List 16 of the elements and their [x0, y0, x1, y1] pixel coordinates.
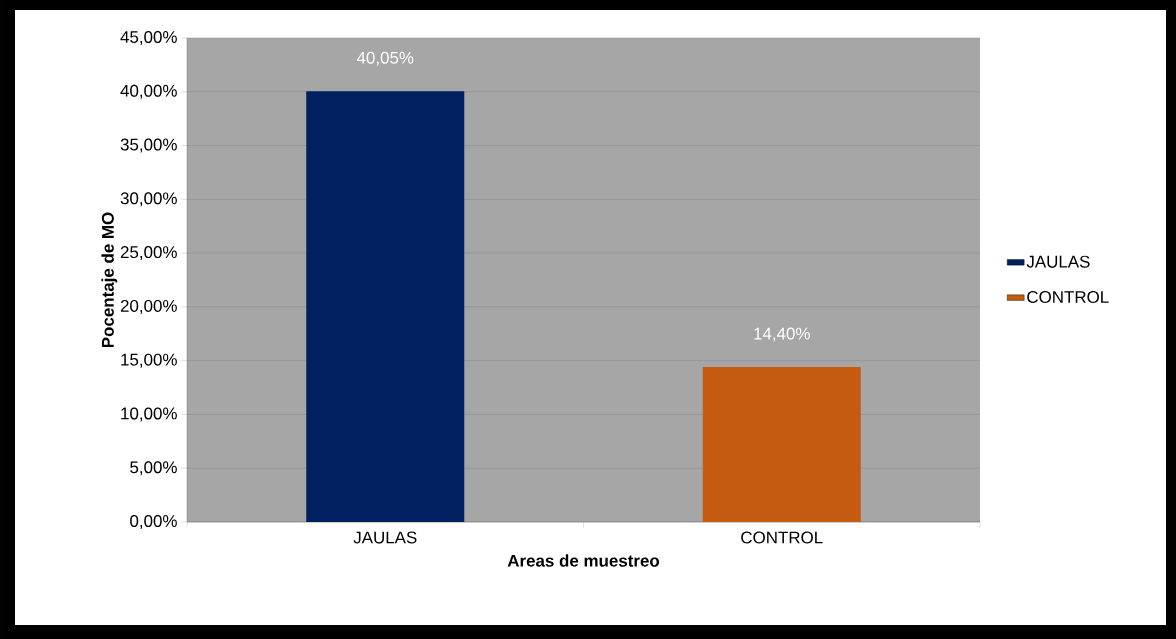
y-tick-label: 15,00% — [121, 353, 177, 368]
legend-label: JAULAS — [1026, 255, 1090, 268]
y-tick-label: 20,00% — [120, 299, 177, 314]
y-tick-label: 25,00% — [120, 246, 177, 261]
y-tick-label: 5,00% — [130, 461, 177, 476]
y-tick-label: 35,00% — [120, 138, 177, 153]
x-axis-title: Areas de muestreo — [507, 554, 660, 567]
y-tick-label: 0,00% — [130, 514, 177, 529]
y-axis-title: Pocentaje de MO — [101, 212, 118, 348]
y-tick-label: 30,00% — [120, 192, 177, 207]
y-tick-label: 10,00% — [121, 407, 177, 422]
y-tick-label: 45,00% — [120, 30, 177, 45]
y-tick-label: 40,00% — [120, 84, 177, 99]
legend-label: CONTROL — [1027, 290, 1109, 303]
data-label: 14,40% — [754, 327, 810, 342]
data-label: 40,05% — [356, 51, 414, 66]
